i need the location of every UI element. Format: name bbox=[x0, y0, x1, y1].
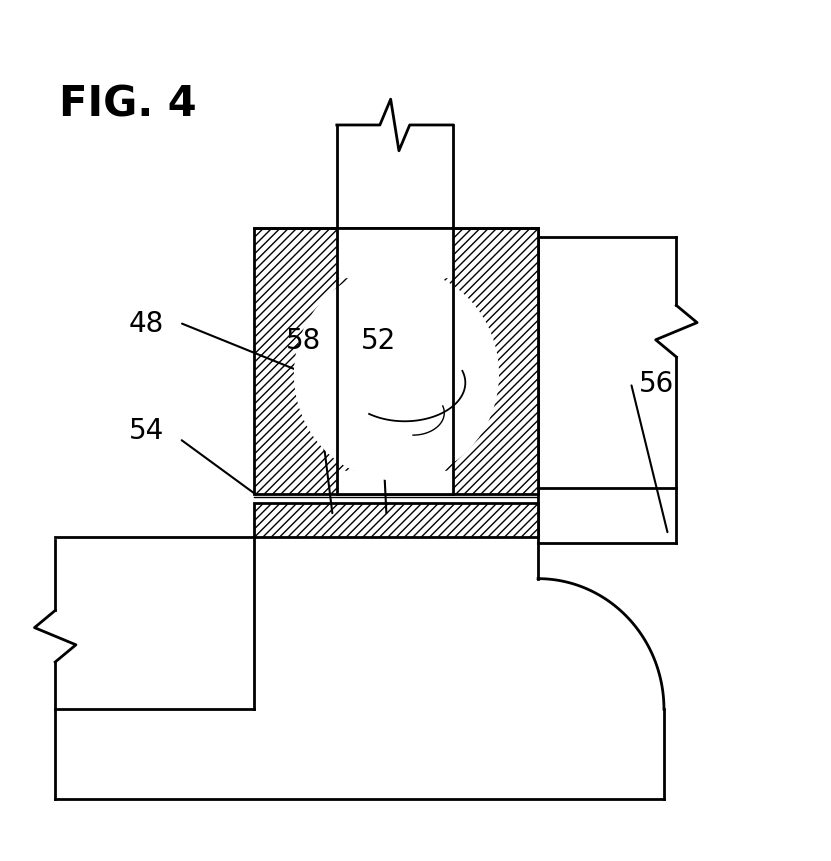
Text: FIG. 4: FIG. 4 bbox=[59, 84, 197, 126]
Text: 58: 58 bbox=[286, 326, 322, 355]
Circle shape bbox=[298, 274, 494, 476]
Text: 48: 48 bbox=[129, 309, 164, 338]
Text: 56: 56 bbox=[639, 369, 675, 397]
Text: 54: 54 bbox=[129, 417, 164, 444]
Bar bbox=[254, 229, 538, 495]
Bar bbox=[254, 504, 538, 538]
Text: 52: 52 bbox=[361, 326, 396, 355]
Polygon shape bbox=[337, 229, 453, 278]
Circle shape bbox=[294, 269, 499, 480]
Polygon shape bbox=[337, 472, 453, 495]
